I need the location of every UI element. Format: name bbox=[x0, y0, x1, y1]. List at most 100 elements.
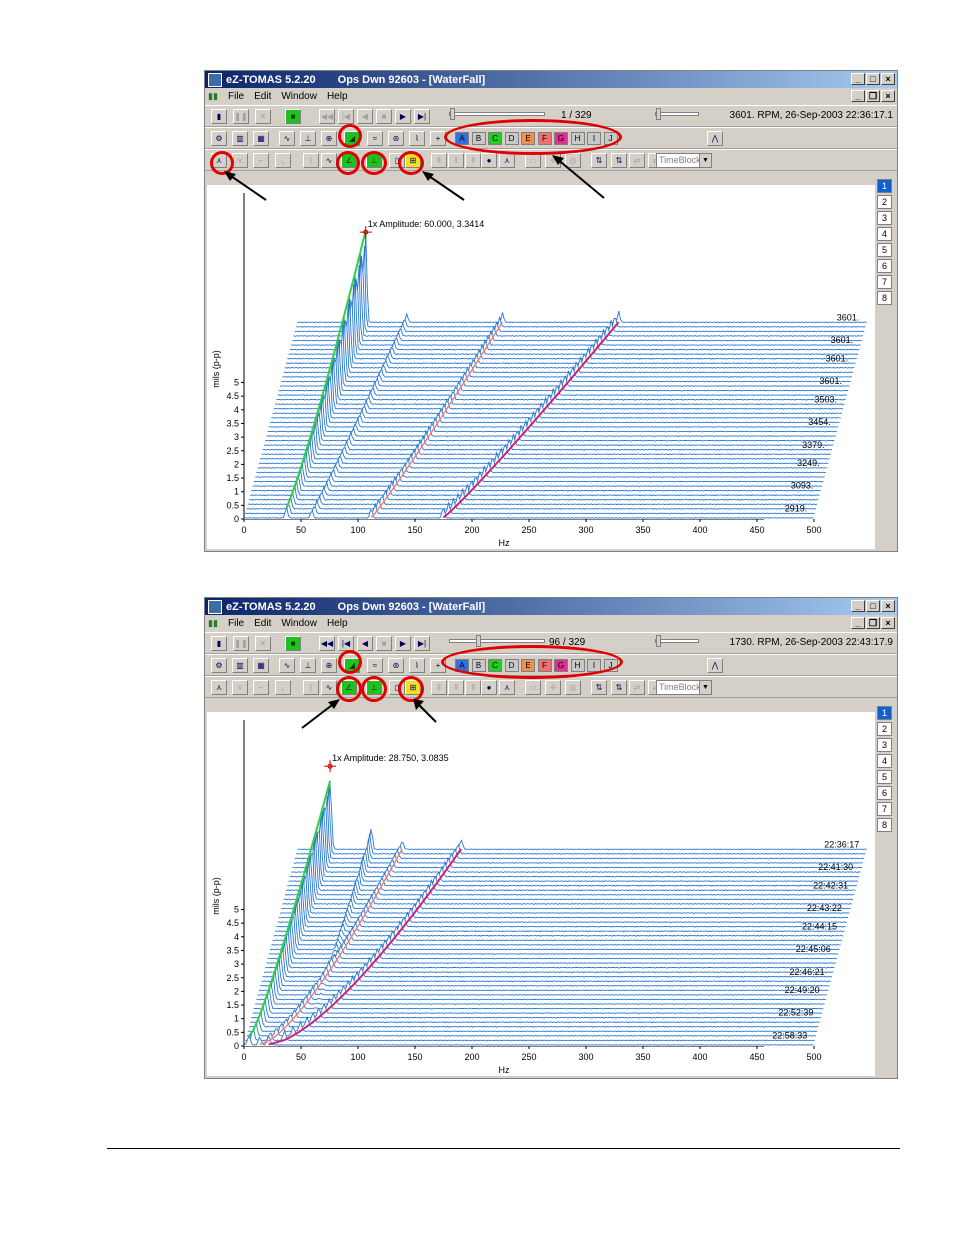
order-track-icon[interactable]: ∠ bbox=[341, 153, 357, 168]
amplitude-icon[interactable]: ⋏ bbox=[211, 680, 227, 695]
bracket-icon[interactable]: ⌐ bbox=[253, 680, 269, 695]
waterfall-icon[interactable]: ◢ bbox=[344, 658, 360, 673]
page-button-3[interactable]: 3 bbox=[877, 738, 892, 752]
page-button-8[interactable]: 8 bbox=[877, 818, 892, 832]
swap-1-icon[interactable]: ⇄ bbox=[629, 680, 645, 695]
stop-x-icon[interactable]: ✕ bbox=[255, 636, 271, 651]
probe-icon[interactable]: ● bbox=[481, 680, 497, 695]
menu-window[interactable]: Window bbox=[281, 91, 317, 102]
spectrum-icon[interactable]: ⊥ bbox=[300, 131, 316, 146]
table-icon[interactable]: ▦ bbox=[253, 658, 269, 673]
layer-button-g[interactable]: G bbox=[554, 659, 568, 672]
page-button-3[interactable]: 3 bbox=[877, 211, 892, 225]
cursor-icon[interactable]: + bbox=[430, 658, 446, 673]
page-button-2[interactable]: 2 bbox=[877, 722, 892, 736]
table-icon[interactable]: ▦ bbox=[253, 131, 269, 146]
slider-thumb[interactable] bbox=[656, 635, 661, 647]
layer-button-d[interactable]: D bbox=[504, 659, 519, 672]
layer-button-i[interactable]: I bbox=[587, 132, 601, 145]
trend-icon[interactable]: ⌇ bbox=[409, 658, 425, 673]
layer-button-a[interactable]: A bbox=[455, 659, 469, 672]
spectrum-icon[interactable]: ⊥ bbox=[300, 658, 316, 673]
close-icon[interactable]: × bbox=[881, 617, 895, 629]
ramp-icon[interactable]: ⊥ bbox=[366, 153, 382, 168]
maximize-icon[interactable]: □ bbox=[866, 600, 880, 612]
bars-1-icon[interactable]: ⫴ bbox=[431, 153, 447, 168]
sort-down-icon[interactable]: ⇅ bbox=[611, 680, 627, 695]
bracket-icon[interactable]: ⌐ bbox=[253, 153, 269, 168]
minimize-icon[interactable]: _ bbox=[851, 90, 865, 102]
maximize-icon[interactable]: □ bbox=[866, 73, 880, 85]
bars-3-icon[interactable]: ⫴ bbox=[465, 153, 481, 168]
layer-button-h[interactable]: H bbox=[570, 132, 585, 145]
close-icon[interactable]: × bbox=[881, 73, 895, 85]
scale-icon[interactable]: ∿ bbox=[321, 153, 337, 168]
layer-button-h[interactable]: H bbox=[570, 659, 585, 672]
dial-icon[interactable]: ◎ bbox=[565, 153, 581, 168]
page-button-4[interactable]: 4 bbox=[877, 754, 892, 768]
layer-button-g[interactable]: G bbox=[554, 132, 568, 145]
page-button-5[interactable]: 5 bbox=[877, 243, 892, 257]
last-frame-icon[interactable]: ▶| bbox=[414, 109, 430, 124]
pause-icon[interactable]: ❚❚ bbox=[233, 636, 249, 651]
page-button-1[interactable]: 1 bbox=[877, 706, 892, 720]
zoom-icon[interactable]: ▭ bbox=[525, 680, 541, 695]
bode-icon[interactable]: ≈ bbox=[367, 131, 383, 146]
page-button-5[interactable]: 5 bbox=[877, 770, 892, 784]
menu-help[interactable]: Help bbox=[326, 618, 348, 629]
bar-chart-icon[interactable]: ▥ bbox=[232, 131, 248, 146]
minimize-icon[interactable]: _ bbox=[851, 617, 865, 629]
minimize-icon[interactable]: _ bbox=[851, 73, 865, 85]
layer-button-e[interactable]: E bbox=[521, 659, 535, 672]
grid-icon[interactable]: ▯ bbox=[389, 153, 405, 168]
layer-button-f[interactable]: F bbox=[537, 132, 552, 145]
gauge-icon[interactable]: ▮ bbox=[211, 109, 227, 124]
page-button-6[interactable]: 6 bbox=[877, 786, 892, 800]
menu-help[interactable]: Help bbox=[326, 91, 348, 102]
page-button-7[interactable]: 7 bbox=[877, 275, 892, 289]
spectrum-peak-icon[interactable]: ⋏ bbox=[499, 153, 515, 168]
page-button-7[interactable]: 7 bbox=[877, 802, 892, 816]
rewind-icon[interactable]: ◀◀ bbox=[319, 636, 335, 651]
menu-file[interactable]: File bbox=[228, 618, 245, 629]
gauge-icon[interactable]: ▮ bbox=[211, 636, 227, 651]
slider-thumb[interactable] bbox=[450, 108, 455, 120]
bar-chart-icon[interactable]: ▥ bbox=[232, 658, 248, 673]
speed-slider[interactable] bbox=[655, 108, 699, 120]
polar-icon[interactable]: ⊛ bbox=[388, 658, 404, 673]
rewind-icon[interactable]: ◀◀ bbox=[319, 109, 335, 124]
waveform-icon[interactable]: ∿ bbox=[279, 131, 295, 146]
waveform-icon[interactable]: ∿ bbox=[279, 658, 295, 673]
restore-icon[interactable]: ❐ bbox=[866, 90, 880, 102]
timeblock-select[interactable]: TimeBlock ▼ bbox=[656, 680, 712, 695]
bars-1-icon[interactable]: ⫴ bbox=[431, 680, 447, 695]
amplitude-icon[interactable]: ⋏ bbox=[211, 153, 227, 168]
sort-up-icon[interactable]: ⇅ bbox=[591, 153, 607, 168]
peak-icon[interactable]: ⋀ bbox=[707, 658, 723, 673]
orbit-icon[interactable]: ⊕ bbox=[321, 658, 337, 673]
sort-down-icon[interactable]: ⇅ bbox=[611, 153, 627, 168]
frame-slider[interactable] bbox=[449, 635, 545, 647]
band-icon[interactable]: ⌞ bbox=[275, 153, 291, 168]
ramp-icon[interactable]: ⊥ bbox=[366, 680, 382, 695]
layer-button-j[interactable]: J bbox=[603, 659, 618, 672]
grid-icon[interactable]: ▯ bbox=[389, 680, 405, 695]
page-button-1[interactable]: 1 bbox=[877, 179, 892, 193]
stop-x-icon[interactable]: ✕ bbox=[255, 109, 271, 124]
restore-icon[interactable]: ❐ bbox=[866, 617, 880, 629]
order-track-icon[interactable]: ∠ bbox=[341, 680, 357, 695]
page-button-2[interactable]: 2 bbox=[877, 195, 892, 209]
page-button-6[interactable]: 6 bbox=[877, 259, 892, 273]
harmonic-icon[interactable]: ⋎ bbox=[232, 680, 248, 695]
machine-icon[interactable]: ⚙ bbox=[211, 131, 227, 146]
bars-2-icon[interactable]: ⫴ bbox=[448, 153, 464, 168]
probe-icon[interactable]: ● bbox=[481, 153, 497, 168]
minimize-icon[interactable]: _ bbox=[851, 600, 865, 612]
bars-2-icon[interactable]: ⫴ bbox=[448, 680, 464, 695]
layer-button-e[interactable]: E bbox=[521, 132, 535, 145]
chevron-down-icon[interactable]: ▼ bbox=[699, 681, 711, 694]
close-icon[interactable]: × bbox=[881, 600, 895, 612]
layer-button-j[interactable]: J bbox=[603, 132, 618, 145]
spectrum-peak-icon[interactable]: ⋏ bbox=[499, 680, 515, 695]
cursor-icon[interactable]: + bbox=[430, 131, 446, 146]
